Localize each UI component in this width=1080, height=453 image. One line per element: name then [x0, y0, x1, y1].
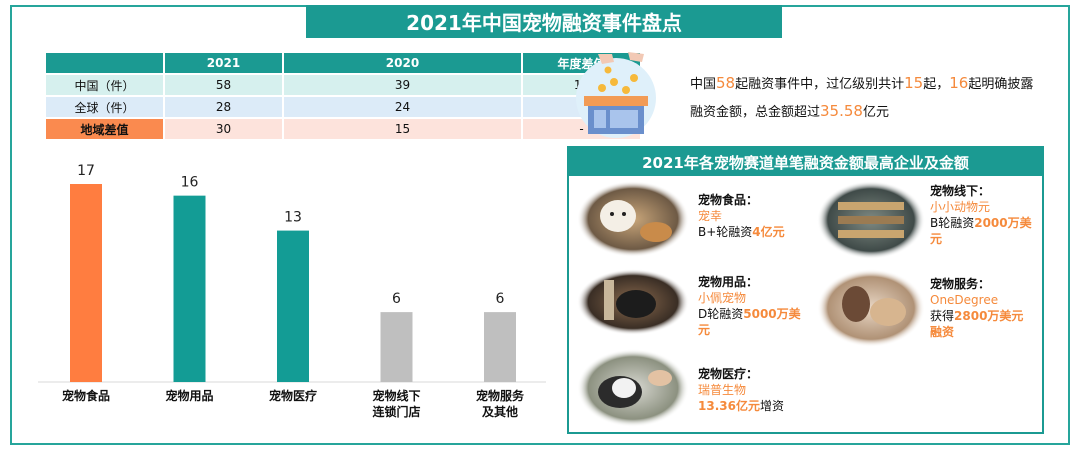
bar	[380, 312, 413, 382]
item-round: D轮融资	[698, 307, 744, 321]
data-label: 13	[284, 210, 302, 226]
item-category: 宠物服务：	[930, 277, 991, 291]
summary-number: 58	[716, 74, 736, 92]
table-header-row: 2021 2020 年度差值	[46, 53, 640, 73]
item-amount: 5000万美元	[698, 307, 801, 337]
data-label: 6	[392, 291, 401, 307]
data-label: 16	[181, 175, 199, 191]
item-category: 宠物食品：	[698, 193, 759, 207]
item-round: B+轮融资	[698, 225, 753, 239]
table-cell: 39	[284, 75, 521, 95]
stats-table: 2021 2020 年度差值 中国（件） 58 39 19 全球（件） 28 2…	[44, 51, 642, 141]
table-row: 地域差值 30 15 -	[46, 119, 640, 139]
category-label: 宠物线下	[372, 388, 420, 403]
bar	[484, 312, 516, 382]
table-header-cell: 2021	[165, 53, 282, 73]
table-cell: 全球（件）	[46, 97, 163, 117]
summary-text: 起明确披露融资金额，总金额超过	[690, 77, 1034, 120]
pet-medical-photo	[577, 349, 689, 427]
pet-service-photo	[817, 269, 925, 347]
category-label: 宠物医疗	[269, 388, 317, 403]
item-company: OneDegree	[930, 293, 999, 307]
item-amount: 13.36亿元	[698, 399, 760, 413]
summary-text: 起，	[923, 77, 950, 92]
table-cell: 15	[284, 119, 521, 139]
table-row: 中国（件） 58 39 19	[46, 75, 640, 95]
table-row: 全球（件） 28 24 4	[46, 97, 640, 117]
item-company: 瑞普生物	[698, 383, 747, 397]
item-round: 获得	[930, 309, 955, 323]
cat-supplies-photo	[577, 269, 689, 335]
bar	[277, 230, 309, 382]
category-label: 连锁门店	[372, 404, 420, 419]
panel-title: 2021年各宠物赛道单笔融资金额最高企业及金额	[569, 148, 1042, 176]
funding-summary: 中国58起融资事件中，过亿级别共计15起，16起明确披露融资金额，总金额超过35…	[690, 70, 1040, 126]
category-label: 宠物食品	[62, 388, 110, 403]
panel-item-medical: 宠物医疗： 瑞普生物 13.36亿元增资	[698, 366, 813, 414]
panel-item-offline: 宠物线下： 小小动物元 B轮融资2000万美元	[930, 183, 1035, 247]
summary-number: 35.58	[820, 102, 863, 120]
item-amount: 2000万美元	[930, 216, 1032, 246]
data-label: 6	[496, 291, 505, 307]
item-round: B轮融资	[930, 216, 975, 230]
table-header-cell: 2020	[284, 53, 521, 73]
pet-store-photo	[817, 181, 925, 259]
top-companies-panel: 2021年各宠物赛道单笔融资金额最高企业及金额	[567, 146, 1044, 434]
item-amount: 4亿元	[752, 225, 785, 239]
funding-shop-icon	[576, 52, 656, 138]
table-header-cell	[46, 53, 163, 73]
bar	[173, 195, 206, 382]
summary-text: 中国	[690, 77, 717, 92]
category-label: 及其他	[482, 404, 518, 419]
item-company: 小小动物元	[930, 200, 991, 214]
summary-number: 16	[949, 74, 969, 92]
summary-text: 亿元	[862, 105, 889, 120]
page-title: 2021年中国宠物融资事件盘点	[306, 5, 782, 38]
table-cell: 28	[165, 97, 282, 117]
item-company: 宠幸	[698, 209, 723, 223]
item-amount: 2800万美元融资	[930, 309, 1024, 339]
panel-item-supplies: 宠物用品： 小佩宠物 D轮融资5000万美元	[698, 274, 803, 338]
table-cell: 中国（件）	[46, 75, 163, 95]
category-label: 宠物用品	[165, 388, 213, 403]
item-category: 宠物线下：	[930, 184, 991, 198]
item-suffix: 增资	[759, 399, 784, 413]
category-label: 宠物服务	[476, 388, 525, 403]
panel-item-service: 宠物服务： OneDegree 获得2800万美元融资	[930, 276, 1035, 340]
table-cell: 24	[284, 97, 521, 117]
table-cell: 地域差值	[46, 119, 163, 139]
data-label: 17	[77, 163, 95, 179]
dog-food-photo	[577, 181, 689, 257]
panel-item-food: 宠物食品： 宠幸 B+轮融资4亿元	[698, 192, 813, 240]
item-company: 小佩宠物	[698, 291, 747, 305]
table-cell: 58	[165, 75, 282, 95]
item-category: 宠物医疗：	[698, 367, 759, 381]
summary-text: 起融资事件中，过亿级别共计	[735, 77, 905, 92]
table-cell: 30	[165, 119, 282, 139]
item-category: 宠物用品：	[698, 275, 759, 289]
bar	[70, 184, 102, 382]
summary-number: 15	[904, 74, 924, 92]
